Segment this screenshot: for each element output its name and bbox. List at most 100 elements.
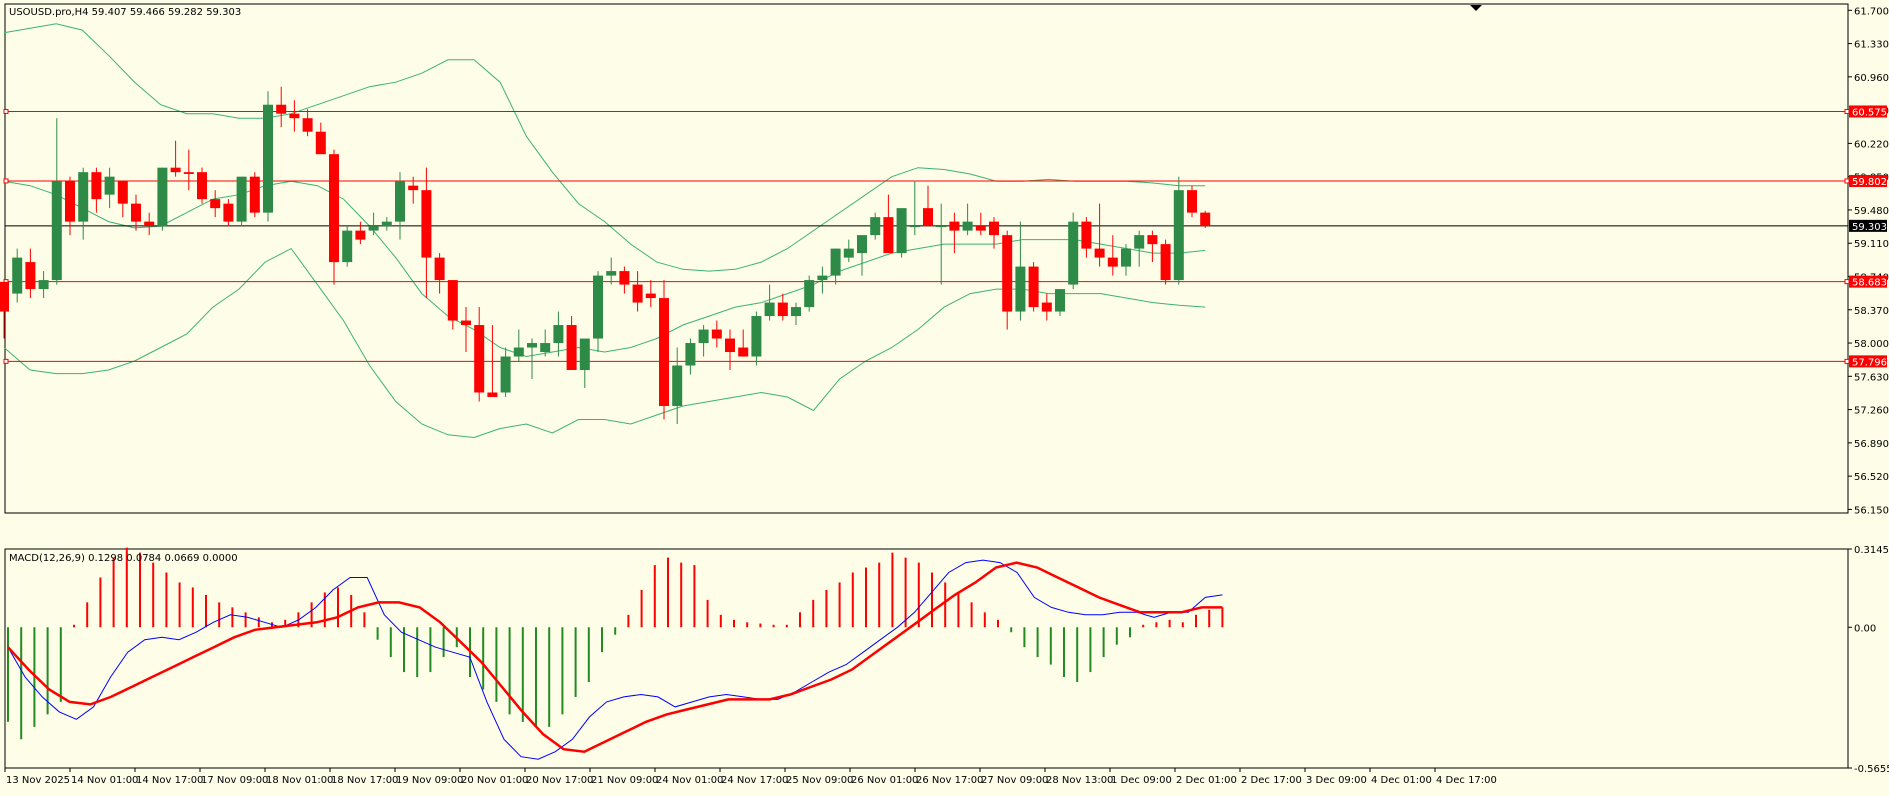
candle-body xyxy=(553,325,564,344)
candle xyxy=(1107,235,1118,276)
candle-body xyxy=(1107,257,1118,267)
candle-body xyxy=(131,203,141,222)
candle xyxy=(936,203,947,285)
level-price-label: 59.802 xyxy=(1852,177,1887,188)
candle-body xyxy=(1028,266,1039,308)
candle-body xyxy=(170,167,181,173)
candle xyxy=(263,91,273,222)
time-tick-label: 28 Nov 13:00 xyxy=(1046,775,1113,786)
candle xyxy=(989,217,999,249)
candle-body xyxy=(1160,244,1171,281)
candle xyxy=(777,293,788,321)
current-price-label: 59.303 xyxy=(1852,222,1887,233)
candle xyxy=(764,284,775,321)
current-price-tag xyxy=(1849,219,1887,232)
time-tick-label: 20 Nov 17:00 xyxy=(526,775,593,786)
price-tick-label: 60.220 xyxy=(1854,139,1889,150)
candle-body xyxy=(711,329,722,339)
level-anchor-icon[interactable] xyxy=(1844,279,1850,285)
candle-body xyxy=(302,118,313,132)
candle-body xyxy=(197,172,207,200)
candle xyxy=(857,235,867,276)
candle-body xyxy=(738,347,749,357)
candle-body xyxy=(1081,221,1092,249)
level-anchor-icon[interactable] xyxy=(1844,178,1850,184)
time-tick-label: 14 Nov 17:00 xyxy=(136,775,203,786)
candle xyxy=(804,275,815,312)
candle xyxy=(1200,210,1211,228)
candle xyxy=(447,280,458,330)
candle xyxy=(223,199,234,227)
candle xyxy=(1015,221,1026,321)
price-tick-label: 56.520 xyxy=(1854,472,1889,483)
candle xyxy=(843,239,854,263)
macd-pane[interactable] xyxy=(4,548,1849,769)
level-anchor-icon[interactable] xyxy=(3,108,9,114)
time-tick-label: 26 Nov 17:00 xyxy=(916,775,983,786)
candle xyxy=(170,140,181,177)
candle-body xyxy=(949,221,960,231)
candle xyxy=(975,212,986,236)
candle-body xyxy=(1068,221,1079,285)
candle-body xyxy=(1173,190,1184,281)
candle xyxy=(236,176,247,227)
macd-tick-label: -0.5655 xyxy=(1854,764,1889,775)
candle xyxy=(12,248,23,303)
candle xyxy=(249,172,260,218)
candle xyxy=(1173,176,1184,285)
candle-body xyxy=(395,181,405,222)
candle xyxy=(1002,230,1013,330)
candle xyxy=(566,316,577,371)
candle xyxy=(104,167,115,209)
candle-body xyxy=(1200,212,1211,227)
candle-body xyxy=(566,325,577,371)
candle xyxy=(157,167,168,231)
candle-body xyxy=(144,221,155,227)
level-price-label: 57.796 xyxy=(1852,357,1887,368)
candle-body xyxy=(896,208,907,254)
level-anchor-icon[interactable] xyxy=(1844,358,1850,364)
candle-body xyxy=(474,325,485,393)
candle xyxy=(513,329,524,362)
candle-body xyxy=(1134,235,1145,249)
candle xyxy=(659,280,669,420)
time-tick-label: 20 Nov 01:00 xyxy=(461,775,528,786)
price-tick-label: 57.260 xyxy=(1854,406,1889,417)
candle-body xyxy=(381,221,392,227)
candle-body xyxy=(685,343,696,366)
candle-body xyxy=(1094,248,1105,258)
candle-body xyxy=(989,221,999,236)
horizontal-levels[interactable] xyxy=(3,108,1850,364)
candle-body xyxy=(263,104,273,213)
candle xyxy=(1081,217,1092,258)
price-pane[interactable] xyxy=(4,3,1849,514)
candle xyxy=(817,266,828,294)
level-anchor-icon[interactable] xyxy=(3,178,9,184)
candle-body xyxy=(223,203,234,222)
level-anchor-icon[interactable] xyxy=(3,358,9,364)
candle-body xyxy=(249,176,260,213)
candle xyxy=(91,167,102,213)
candle xyxy=(276,86,287,128)
candle xyxy=(117,181,128,218)
scroll-marker-icon[interactable] xyxy=(1470,5,1482,11)
candle xyxy=(527,338,537,380)
candle-body xyxy=(1147,235,1158,245)
price-axis-labels: 60.575 59.802 58.683 57.796 59.303 xyxy=(1849,105,1887,368)
candle xyxy=(579,338,590,388)
candle xyxy=(632,271,643,312)
candle-body xyxy=(1055,289,1065,312)
candle-body xyxy=(1121,248,1131,267)
time-tick-label: 14 Nov 01:00 xyxy=(71,775,138,786)
candle-body xyxy=(1187,190,1197,213)
candle xyxy=(144,212,155,236)
level-anchor-icon[interactable] xyxy=(1844,108,1850,114)
candle xyxy=(1147,230,1158,263)
candle-body xyxy=(830,248,841,276)
candle xyxy=(500,347,511,397)
candle-body xyxy=(104,176,115,195)
candle xyxy=(896,208,907,258)
